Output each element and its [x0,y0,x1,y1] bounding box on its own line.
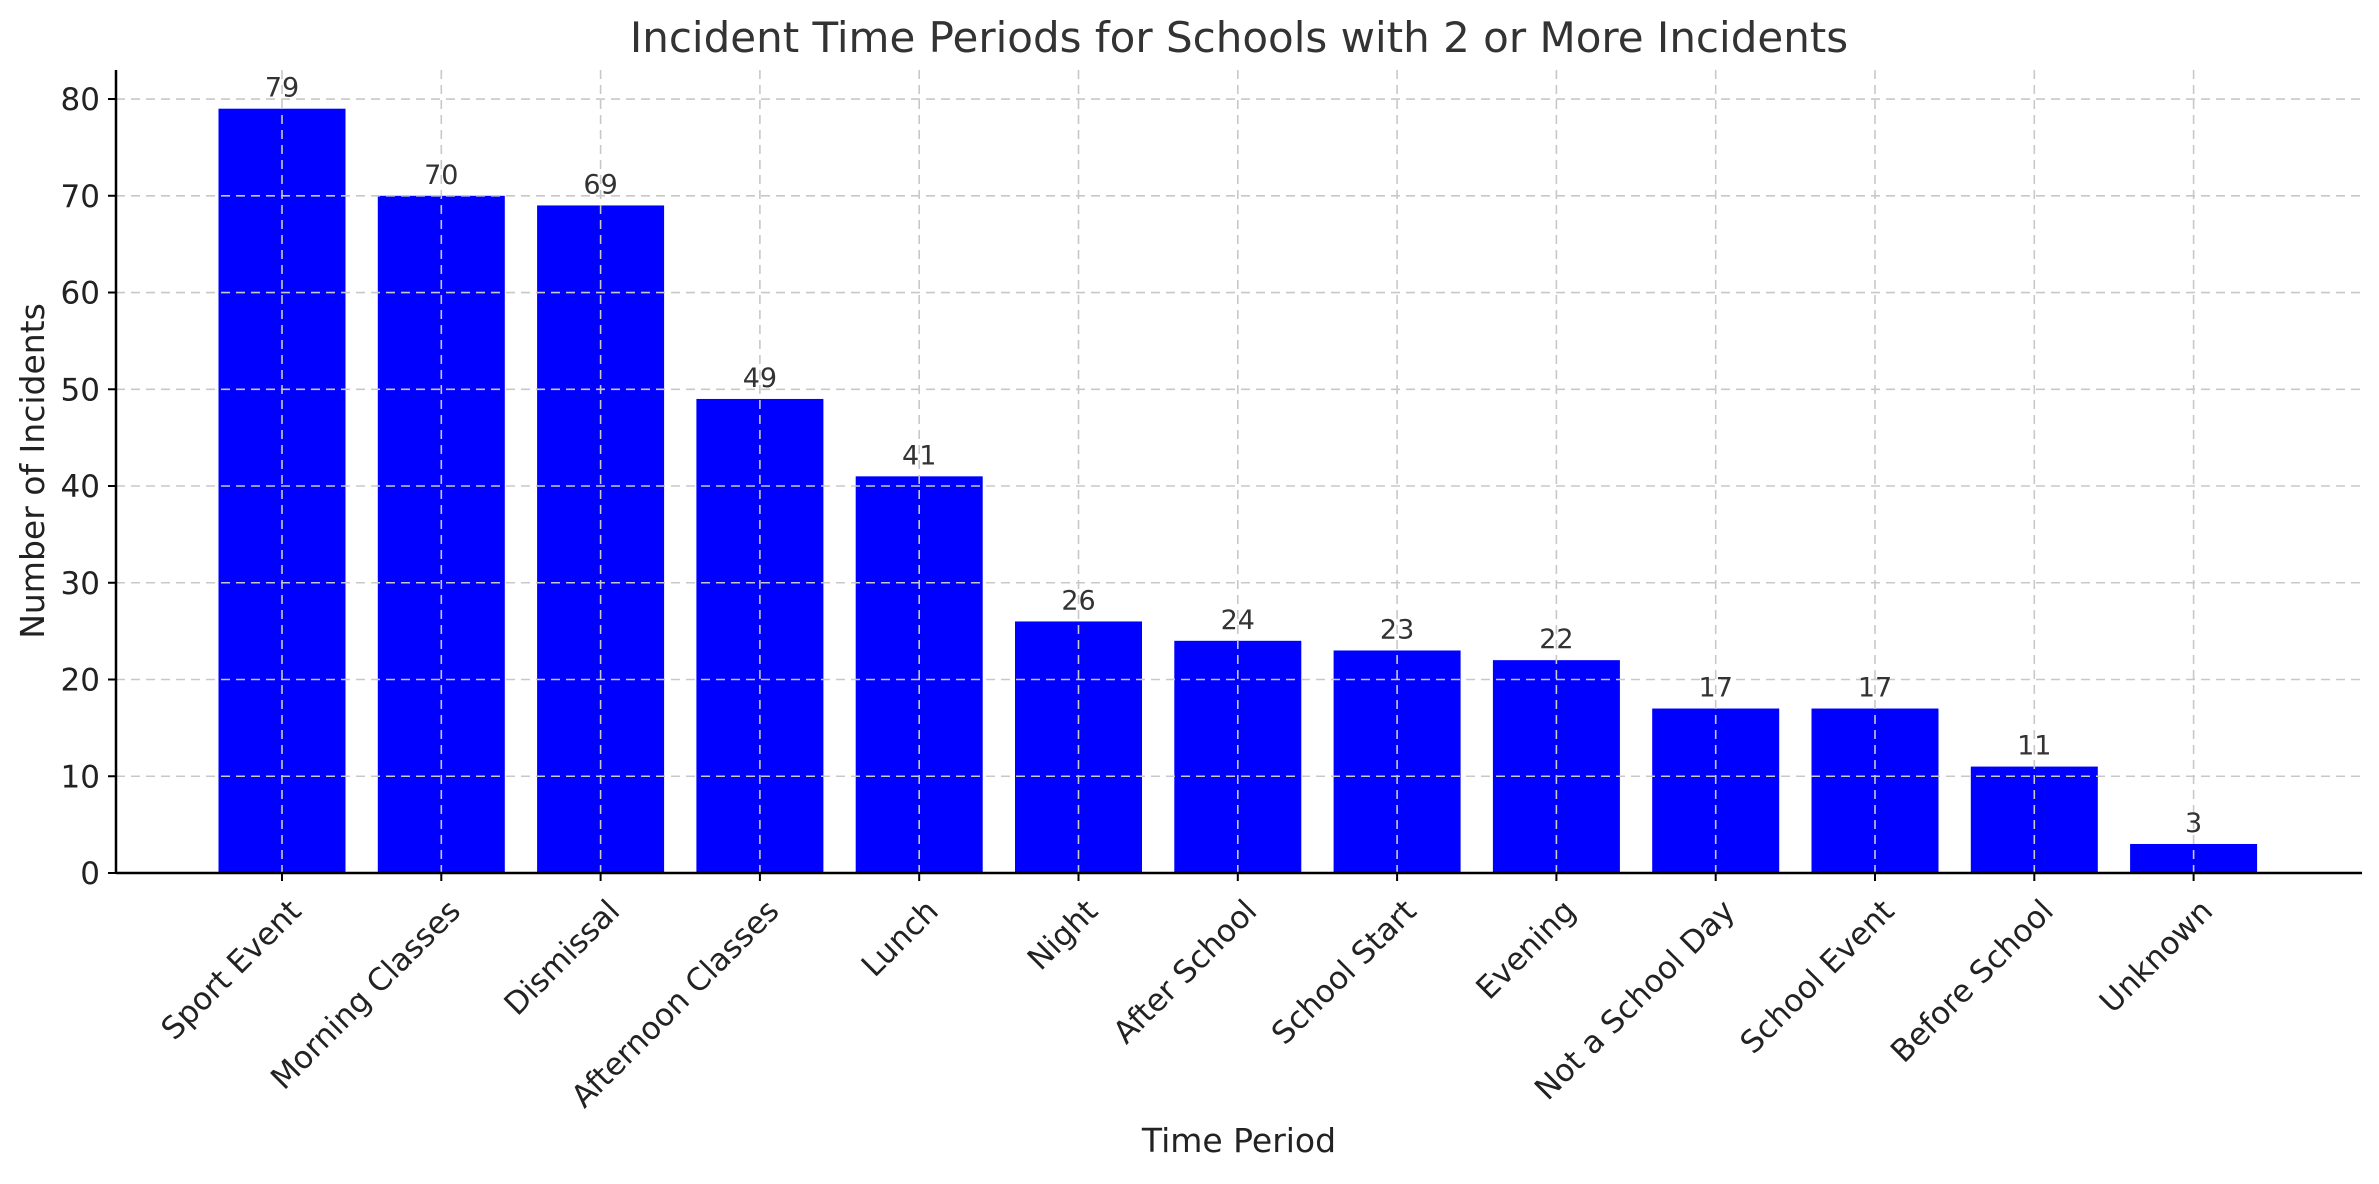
x-tick-label-6: After School [1106,893,1264,1051]
bar-3 [696,398,824,873]
x-axis-label: Time Period [1141,1121,1336,1160]
x-tick-label-12: Unknown [2093,893,2220,1020]
data-label-8: 22 [1539,624,1573,655]
bar-6 [1174,640,1302,873]
y-axis-label: Number of Incidents [13,303,52,639]
x-tick-label-0: Sport Event [154,893,308,1047]
y-axis-ticks: 0 10 20 30 40 50 60 70 80 [61,82,116,892]
data-labels: 79 70 69 49 41 26 24 23 22 17 17 11 3 [265,73,2202,839]
data-label-6: 24 [1221,605,1255,636]
y-tick-label-5: 50 [61,372,100,408]
data-label-10: 17 [1858,673,1892,704]
data-label-1: 70 [424,160,458,191]
y-tick-label-2: 20 [61,663,100,699]
axes [114,70,2362,875]
data-label-3: 49 [743,363,777,394]
y-tick-label-0: 0 [80,856,100,892]
x-tick-label-11: Before School [1884,893,2061,1070]
x-tick-label-10: School Event [1734,893,1902,1061]
data-label-4: 41 [902,440,936,471]
y-tick-label-8: 80 [61,82,100,118]
y-tick-label-6: 60 [61,276,100,312]
data-label-0: 79 [265,73,299,104]
y-tick-label-7: 70 [61,179,100,215]
data-label-11: 11 [2017,731,2051,762]
y-tick-label-3: 30 [61,566,100,602]
x-tick-label-4: Lunch [855,893,946,984]
data-label-7: 23 [1380,614,1414,645]
x-tick-label-5: Night [1021,893,1105,977]
y-tick-label-4: 40 [61,469,100,505]
x-tick-label-8: Evening [1469,893,1583,1007]
chart-title: Incident Time Periods for Schools with 2… [630,13,1848,62]
x-tick-label-7: School Start [1265,893,1424,1052]
x-tick-label-2: Dismissal [497,893,627,1023]
data-label-5: 26 [1061,585,1095,616]
data-label-9: 17 [1699,673,1733,704]
data-label-12: 3 [2185,808,2202,839]
data-label-2: 69 [583,169,617,200]
y-tick-label-1: 10 [61,759,100,795]
